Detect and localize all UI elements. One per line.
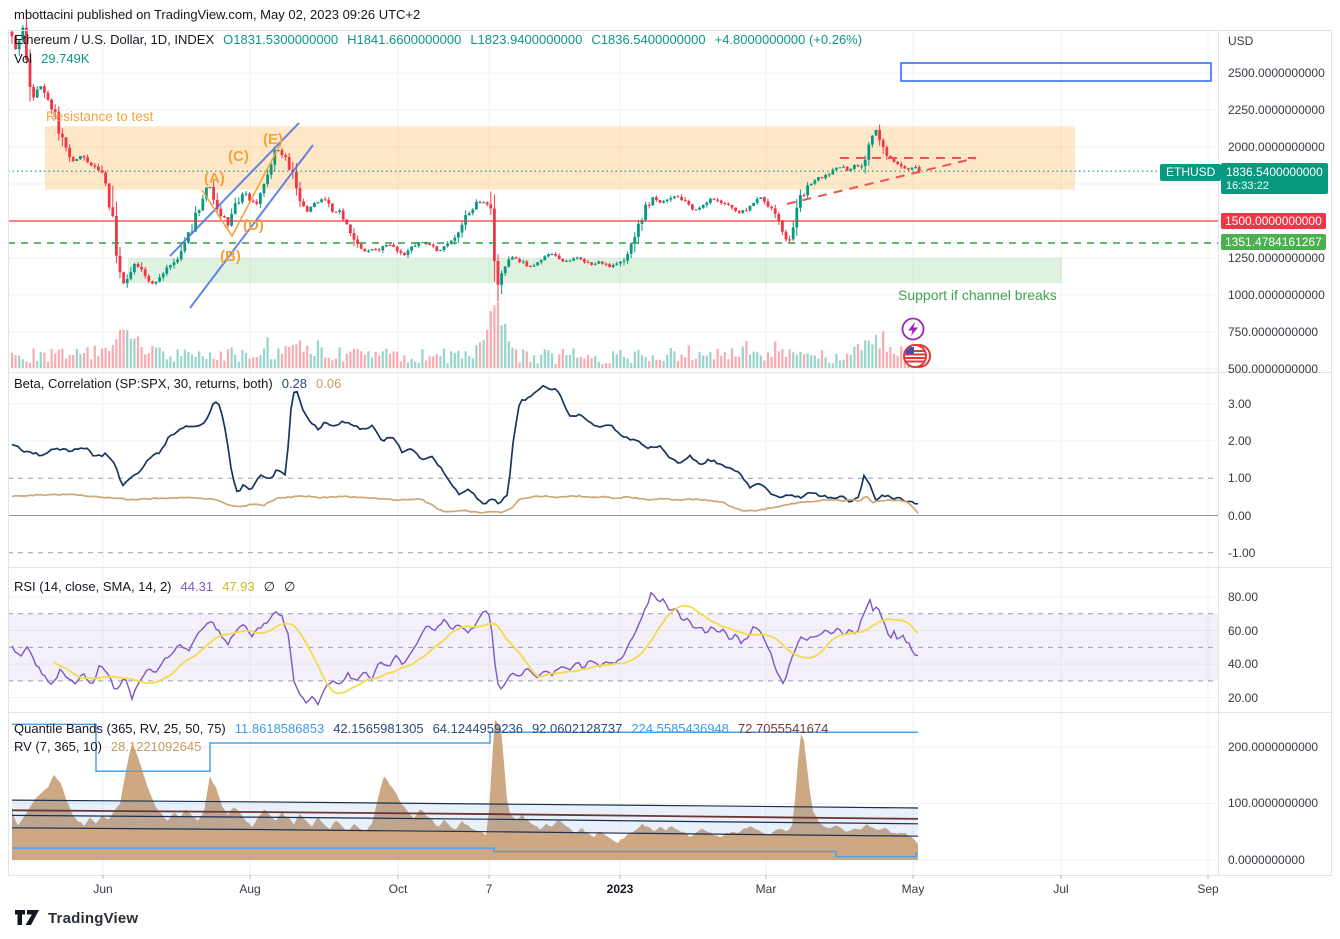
support-note: Support if channel breaks xyxy=(898,287,1057,303)
qb-line-q25 xyxy=(11,827,919,837)
tradingview-logo-icon xyxy=(15,910,39,925)
qb-line-q75 xyxy=(11,799,919,809)
rv-area xyxy=(12,719,918,860)
symbol-title[interactable]: Ethereum / U.S. Dollar, 1D, INDEX xyxy=(14,32,215,47)
volume-value: 29.749K xyxy=(41,51,90,66)
channel-line xyxy=(189,144,314,309)
beta-title[interactable]: Beta, Correlation (SP:SPX, 30, returns, … xyxy=(14,376,273,391)
rsi-title[interactable]: RSI (14, close, SMA, 14, 2) xyxy=(14,579,172,594)
rsi-sma-value: 47.93 xyxy=(222,579,255,594)
zap-icon-bolt xyxy=(908,322,918,336)
axis-currency-label[interactable]: USD xyxy=(1228,34,1254,48)
qb-mean-value: 72.7055541674 xyxy=(737,721,829,736)
volume-label: Vol xyxy=(14,51,33,66)
rv-value: 28.1221092645 xyxy=(110,739,202,754)
quantile-bands-legend: Quantile Bands (365, RV, 25, 50, 75) 11.… xyxy=(14,721,828,736)
red-level-badge: 1500.0000000000 xyxy=(1221,213,1326,229)
channel-line xyxy=(169,122,300,257)
correlation-line xyxy=(11,493,919,514)
rsi-empty-1: ∅ xyxy=(263,579,275,594)
qb-line-q50 xyxy=(11,814,919,825)
qb-upper-value: 224.5585436948 xyxy=(631,721,729,736)
qb-q75-value: 92.0602128737 xyxy=(531,721,623,736)
volume-legend: Vol 29.749K xyxy=(14,51,90,66)
beta-line xyxy=(11,384,919,505)
rsi-legend: RSI (14, close, SMA, 14, 2) 44.31 47.93 … xyxy=(14,579,295,595)
quantile-bands-title[interactable]: Quantile Bands (365, RV, 25, 50, 75) xyxy=(14,721,226,736)
correlation-value: 0.06 xyxy=(316,376,342,391)
qb-line-upper_step xyxy=(12,723,918,773)
wave-zigzag xyxy=(201,140,283,238)
symbol-price-chip: ETHUSD xyxy=(1160,164,1222,181)
last-price-value: 1836.5400000000 xyxy=(1226,165,1323,179)
rsi-sma-line xyxy=(53,604,919,695)
ohlc-change: +4.8000000000 (+0.26%) xyxy=(714,32,863,47)
green-level-badge: 1351.4784161267 xyxy=(1221,234,1326,250)
ohlc-open: O1831.5300000000 xyxy=(223,32,339,47)
beta-value: 0.28 xyxy=(281,376,307,391)
rsi-value: 44.31 xyxy=(180,579,214,594)
resistance-note: Resistance to test xyxy=(46,109,154,124)
flag-coin-icon xyxy=(903,344,927,368)
qb-q25-value: 42.1565981305 xyxy=(333,721,424,736)
publish-header: mbottacini published on TradingView.com,… xyxy=(14,7,421,22)
qb-q50-value: 64.1244959236 xyxy=(432,721,523,736)
quantile-band-fill xyxy=(12,800,918,837)
ohlc-close: C1836.5400000000 xyxy=(591,32,706,47)
rv-legend: RV (7, 365, 10) 28.1221092645 xyxy=(14,739,201,754)
resistance-zone xyxy=(45,126,1075,190)
rv-title[interactable]: RV (7, 365, 10) xyxy=(14,739,102,754)
rsi-empty-2: ∅ xyxy=(283,579,296,594)
tradingview-logo-text: TradingView xyxy=(48,909,139,927)
red-dashed-trendline xyxy=(786,157,977,205)
ohlc-high: H1841.6600000000 xyxy=(347,32,462,47)
qb-line-lower_step xyxy=(12,847,918,858)
blue-annotation-box xyxy=(900,62,1212,82)
qb-lower-value: 11.8618586853 xyxy=(234,721,325,736)
ohlc-low: L1823.9400000000 xyxy=(470,32,583,47)
tradingview-logo[interactable]: TradingView xyxy=(14,908,138,928)
bar-countdown: 16:33:22 xyxy=(1226,180,1269,192)
beta-legend: Beta, Correlation (SP:SPX, 30, returns, … xyxy=(14,376,341,391)
rsi-line xyxy=(11,591,919,707)
symbol-legend: Ethereum / U.S. Dollar, 1D, INDEX O1831.… xyxy=(14,32,862,47)
qb-line-rv_mean xyxy=(11,809,919,820)
support-zone xyxy=(128,258,1062,284)
last-price-badge: 1836.5400000000 16:33:22 xyxy=(1221,163,1328,194)
